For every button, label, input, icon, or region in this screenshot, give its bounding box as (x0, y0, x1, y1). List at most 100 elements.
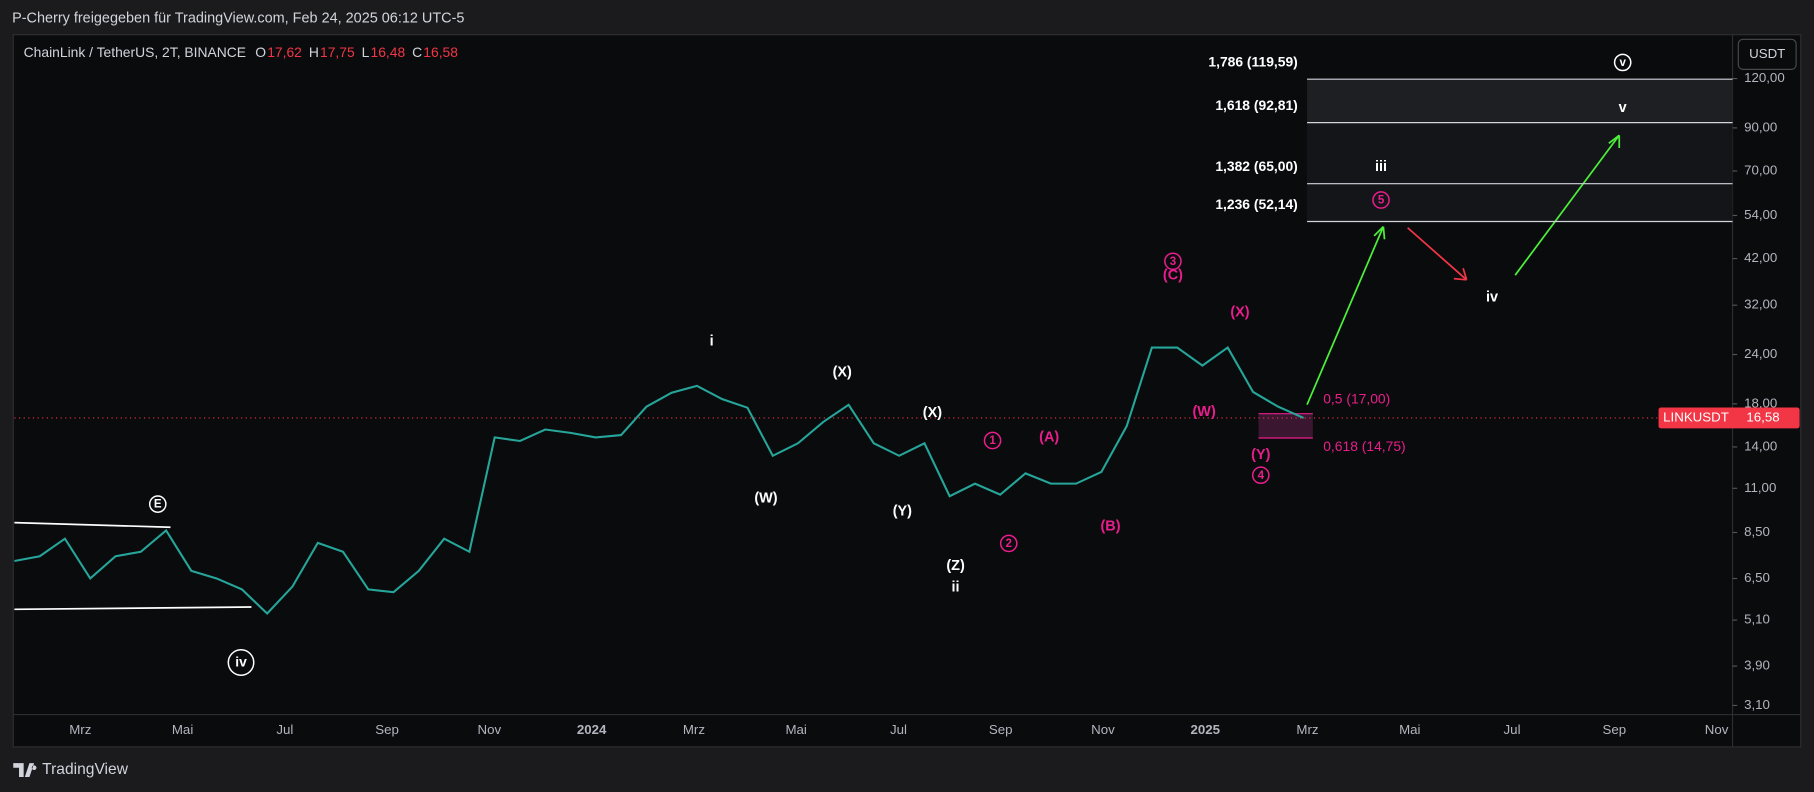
y-tick-label: 120,00 (1744, 70, 1785, 85)
ohlc-label: L (362, 44, 370, 60)
annotation: ii (952, 580, 960, 596)
x-tick-label: Sep (989, 722, 1013, 737)
triangle-upper (14, 521, 171, 529)
logo-mark (13, 763, 37, 777)
y-tick-label: 42,00 (1744, 250, 1777, 265)
x-tick-label: Mai (785, 722, 806, 737)
y-tick-label: 24,00 (1744, 346, 1777, 361)
x-tick-label: Mai (1399, 722, 1420, 737)
annotation: (X) (1230, 305, 1249, 321)
last-price-symbol: LINKUSDT (1663, 409, 1729, 424)
annotation: (Y) (893, 503, 912, 519)
x-tick-label: Sep (1602, 722, 1626, 737)
annotation: iv (235, 654, 247, 670)
last-price-tag (1658, 407, 1800, 429)
ohlc-value: 16,58 (423, 44, 458, 60)
fib-zone (1307, 122, 1733, 222)
ohlc-value: 16,48 (371, 44, 406, 60)
annotation: (X) (833, 365, 852, 381)
retracement-zone (1258, 413, 1313, 438)
fib-label: 1,236 (52,14) (1215, 196, 1297, 212)
annotation-circle (1164, 252, 1182, 271)
y-tick-label: 6,50 (1744, 570, 1770, 585)
arrow-up (1514, 134, 1620, 276)
currency-button[interactable] (1737, 38, 1797, 70)
ohlc-label: H (309, 44, 319, 60)
x-tick-label: Nov (478, 722, 502, 737)
annotation: (C) (1163, 268, 1183, 284)
y-tick-label: 5,10 (1744, 612, 1770, 627)
fib-label: 1,618 (92,81) (1215, 97, 1297, 113)
ohlc-label: C (412, 44, 422, 60)
x-tick-label: Jul (890, 722, 907, 737)
x-tick-label: Nov (1091, 722, 1115, 737)
annotation: i (710, 333, 714, 349)
x-tick-label: Mrz (69, 722, 91, 737)
x-tick-label: 2024 (577, 722, 607, 737)
annotation-circle (999, 534, 1018, 553)
y-tick-label: 3,10 (1744, 697, 1770, 712)
annotation-circle (983, 431, 1002, 450)
annotation-circle (227, 649, 255, 676)
x-tick-label: Mrz (1296, 722, 1318, 737)
ohlc-value: 17,62 (267, 44, 302, 60)
y-tick-label: 11,00 (1744, 480, 1776, 495)
retracement-label: 0,5 (17,00) (1323, 390, 1390, 406)
annotation-circle (148, 495, 167, 513)
arrow-head (1373, 226, 1386, 240)
annotation: iv (1486, 290, 1498, 306)
arrow-head (1608, 134, 1621, 148)
x-tick-label: Jul (276, 722, 293, 737)
annotation-circle (1251, 466, 1270, 485)
chart-title: ChainLink / TetherUS, 2T, BINANCE (24, 44, 246, 60)
y-tick-label: 90,00 (1744, 119, 1777, 134)
annotation: 3 (1170, 256, 1176, 268)
x-tick-label: Nov (1705, 722, 1729, 737)
currency-button-label[interactable]: USDT (1749, 46, 1785, 61)
annotation: (W) (754, 491, 777, 507)
annotation: (X) (923, 405, 942, 421)
y-tick-label: 32,00 (1744, 297, 1777, 312)
annotation: (A) (1039, 429, 1059, 445)
annotation: 5 (1378, 195, 1385, 207)
fib-label: 1,382 (65,00) (1215, 158, 1297, 174)
annotation: iii (1375, 159, 1387, 175)
arrow-up (1306, 226, 1385, 406)
annotation: (Z) (946, 558, 965, 574)
annotation: E (154, 499, 162, 511)
last-price-value: 16,58 (1746, 409, 1779, 424)
y-tick-label: 18,00 (1744, 395, 1777, 410)
annotation: 1 (989, 435, 996, 447)
annotation: 4 (1258, 470, 1265, 482)
y-tick-label: 14,00 (1744, 438, 1777, 453)
footer-brand: TradingView (42, 761, 129, 778)
annotation: 2 (1006, 538, 1012, 550)
arrow-down (1407, 227, 1468, 281)
header: P-Cherry freigegeben für TradingView.com… (12, 10, 464, 26)
price-line (14, 346, 1304, 615)
annotation: (Y) (1251, 447, 1270, 463)
annotation: (B) (1100, 518, 1120, 534)
ohlc-value: 17,75 (320, 44, 355, 60)
annotation-circle (1613, 53, 1632, 72)
y-tick-label: 8,50 (1744, 524, 1770, 539)
y-tick-label: 70,00 (1744, 163, 1777, 178)
annotation: v (1619, 57, 1626, 69)
y-tick-label: 3,90 (1744, 658, 1770, 673)
retracement-label: 0,618 (14,75) (1323, 438, 1405, 454)
x-tick-label: Sep (375, 722, 399, 737)
fib-label: 1,786 (119,59) (1208, 54, 1297, 70)
x-tick-label: Mrz (683, 722, 705, 737)
arrows (1306, 134, 1621, 406)
x-tick-label: 2025 (1190, 722, 1220, 737)
ohlc-label: O (255, 44, 266, 60)
triangle-lower (14, 606, 252, 611)
annotation-circle (1372, 191, 1390, 209)
tv-logo (13, 763, 37, 777)
arrow-head (1453, 267, 1468, 281)
x-tick-label: Mai (172, 722, 193, 737)
fib-zone (1307, 79, 1733, 123)
annotation: (W) (1193, 404, 1216, 420)
